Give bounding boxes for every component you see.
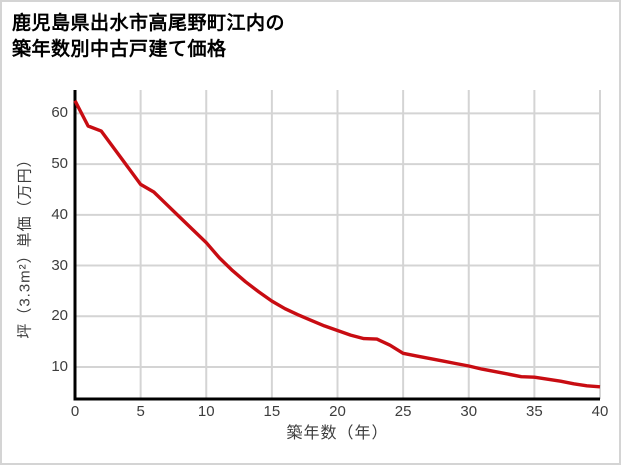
y-tick-label: 10 [51,358,68,376]
x-tick-label: 30 [460,403,478,420]
x-tick-label: 0 [70,403,80,420]
chart-title: 鹿児島県出水市高尾野町江内の 築年数別中古戸建て価格 [12,11,285,63]
y-axis-label: 坪（3.3m²）単価（万円） [16,151,34,339]
price-line-series [73,99,601,389]
x-tick-label: 40 [591,403,609,420]
x-tick-label: 15 [263,403,281,420]
chart-title-line1: 鹿児島県出水市高尾野町江内の [12,13,286,34]
y-tick-label: 40 [51,205,68,223]
x-tick-label: 20 [329,403,346,420]
chart-title-line2: 築年数別中古戸建て価格 [12,39,227,60]
x-axis-label: 築年数（年） [286,425,389,442]
y-tick-label: 30 [51,256,68,274]
x-tick-label: 10 [197,403,215,420]
y-tick-label: 60 [51,104,68,122]
y-tick-label: 20 [51,307,68,325]
x-tick-label: 5 [136,403,145,420]
y-tick-label: 50 [51,155,68,173]
x-tick-label: 35 [526,403,543,420]
x-tick-label: 25 [394,403,412,420]
